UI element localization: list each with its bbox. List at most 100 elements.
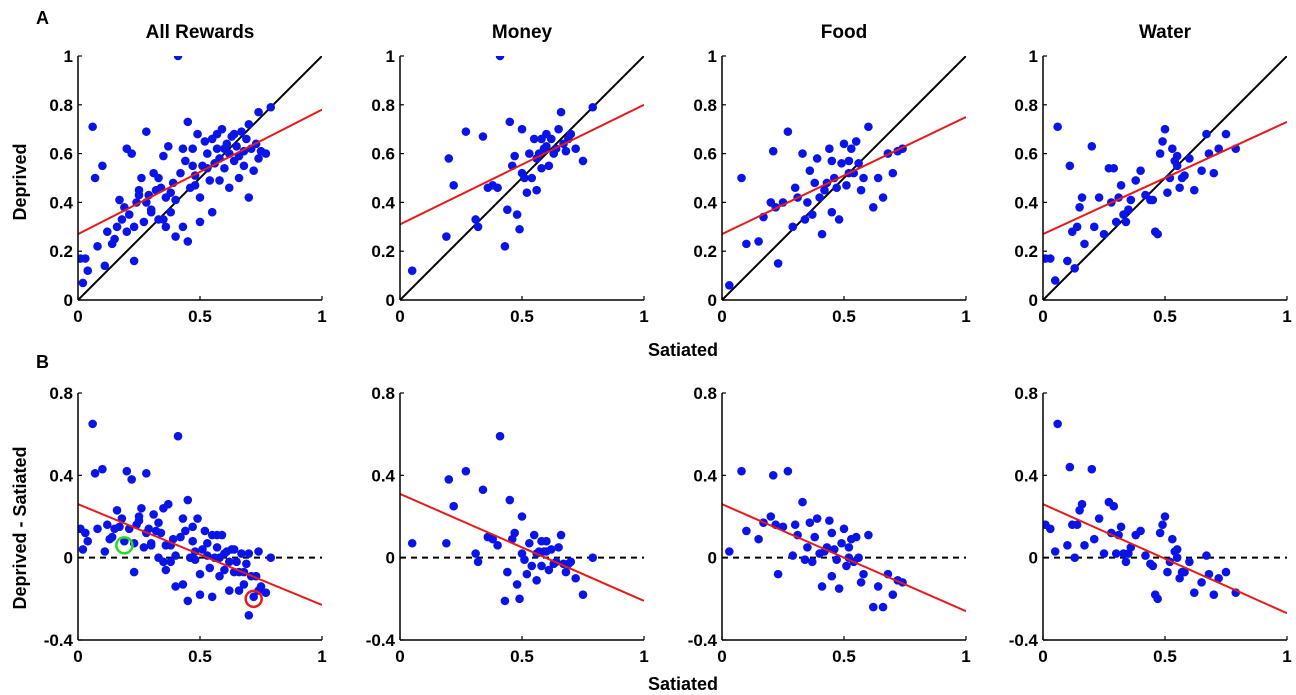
chart-8-point-40 xyxy=(1172,545,1182,554)
chart-3-y-tick-label: 0.2 xyxy=(693,242,717,261)
chart-6-panel: 0 0.5 1-0.400.40.8 xyxy=(366,384,649,666)
chart-6-point-46 xyxy=(517,549,527,558)
chart-4-point-4 xyxy=(1053,122,1062,132)
chart-8-point-43 xyxy=(1180,567,1189,577)
chart-7-point-3 xyxy=(742,526,751,536)
chart-3-x-tick-label: 0.5 xyxy=(832,307,856,326)
chart-6-point-22 xyxy=(522,569,532,579)
chart-1-point-12 xyxy=(110,234,119,244)
chart-6-point-5 xyxy=(461,466,471,476)
chart-5-y-tick-label: -0.4 xyxy=(44,631,74,650)
chart-6-y-tick-label: 0.8 xyxy=(371,384,395,403)
chart-8-point-8 xyxy=(1070,553,1080,562)
chart-5-point-24 xyxy=(137,503,146,513)
chart-3-point-46 xyxy=(888,168,898,178)
chart-1-point-38 xyxy=(171,195,180,205)
chart-5-point-40 xyxy=(176,532,185,542)
chart-8-point-34 xyxy=(1158,520,1167,530)
chart-1-point-5 xyxy=(88,122,97,132)
chart-5-point-25 xyxy=(139,543,149,552)
chart-3-point-23 xyxy=(817,229,827,239)
chart-3-y-tick-label: 0 xyxy=(708,291,717,310)
chart-7-point-37 xyxy=(851,532,861,542)
chart-3-point-7 xyxy=(768,146,778,156)
chart-1-point-100 xyxy=(129,222,139,232)
chart-3-point-30 xyxy=(834,215,844,224)
chart-1-point-90 xyxy=(220,144,229,154)
chart-5-highlight-1 xyxy=(115,536,134,555)
row-a-ylabel: Deprived xyxy=(10,143,30,220)
chart-1-y-tick-label: 0.6 xyxy=(49,145,73,164)
chart-4-y-tick-label: 0.2 xyxy=(1014,242,1038,261)
chart-4-point-32 xyxy=(1153,229,1162,239)
chart-5-point-65 xyxy=(237,549,246,558)
chart-5-point-94 xyxy=(212,530,222,540)
chart-8-point-36 xyxy=(1163,567,1172,577)
chart-2-y-tick-label: 0.6 xyxy=(371,145,395,164)
chart-4-point-19 xyxy=(1109,163,1119,173)
chart-3-point-42 xyxy=(868,202,878,212)
chart-1-point-36 xyxy=(166,207,176,217)
chart-6-point-8 xyxy=(478,485,488,495)
chart-1-point-68 xyxy=(244,193,254,202)
chart-8-panel: 0 0.5 1-0.400.40.8 xyxy=(1009,384,1292,666)
chart-1-point-79 xyxy=(195,217,205,227)
chart-1-y-tick-label: 0.2 xyxy=(49,242,73,261)
chart-7-point-40 xyxy=(859,569,868,579)
chart-8-point-33 xyxy=(1155,528,1165,538)
chart-1-point-26 xyxy=(142,127,151,136)
chart-4-point-8 xyxy=(1070,263,1080,273)
chart-4-point-47 xyxy=(1202,129,1211,139)
chart-2-point-47 xyxy=(537,163,546,173)
chart-2-point-22 xyxy=(522,188,532,197)
chart-6-point-4 xyxy=(449,501,458,511)
chart-8-point-32 xyxy=(1153,594,1162,604)
chart-7-plot-area xyxy=(722,466,966,613)
chart-4-x-tick-label: 1 xyxy=(1282,307,1291,326)
chart-2-point-42 xyxy=(578,156,588,166)
chart-4-plot-area xyxy=(1043,56,1287,300)
chart-1-point-92 xyxy=(244,120,254,129)
chart-8-point-4 xyxy=(1053,419,1062,429)
chart-5-y-tick-label: 0 xyxy=(64,549,73,568)
chart-1-point-96 xyxy=(178,144,188,154)
chart-1-point-21 xyxy=(129,256,139,266)
chart-5-point-73 xyxy=(256,582,266,591)
chart-5-point-76 xyxy=(159,557,168,567)
chart-8-point-47 xyxy=(1202,551,1211,560)
chart-2-point-30 xyxy=(542,141,551,151)
chart-2-plot-area xyxy=(400,56,644,300)
chart-7-point-4 xyxy=(754,534,763,544)
chart-5-point-79 xyxy=(195,590,205,600)
chart-2-y-tick-label: 0.8 xyxy=(371,96,395,115)
chart-2-y-tick-label: 0.4 xyxy=(371,193,395,212)
chart-3-x-tick-label: 0 xyxy=(717,307,726,326)
chart-4-point-28 xyxy=(1136,166,1145,175)
chart-2-point-25 xyxy=(529,134,539,144)
chart-7-point-42 xyxy=(868,602,878,612)
chart-3-point-34 xyxy=(844,156,854,166)
chart-8-point-13 xyxy=(1087,464,1097,474)
chart-7-x-tick-label: 1 xyxy=(961,647,970,666)
chart-7-point-23 xyxy=(817,582,827,591)
chart-1-point-58 xyxy=(220,163,229,173)
chart-1-title: All Rewards xyxy=(146,22,255,43)
chart-1-point-78 xyxy=(183,237,193,246)
chart-6-fit-line xyxy=(400,492,644,602)
chart-3-point-29 xyxy=(832,183,841,193)
chart-6-point-23 xyxy=(525,538,534,548)
chart-8-y-tick-label: -0.4 xyxy=(1009,631,1039,650)
chart-4-point-9 xyxy=(1072,222,1082,232)
chart-3-y-tick-label: 0.8 xyxy=(693,96,717,115)
chart-4-point-49 xyxy=(1209,168,1219,178)
chart-5-point-55 xyxy=(212,543,222,552)
chart-2-point-18 xyxy=(512,210,522,219)
chart-7-y-tick-label: -0.4 xyxy=(688,631,718,650)
chart-1-point-6 xyxy=(90,173,100,183)
chart-7-x-tick-label: 0.5 xyxy=(832,647,856,666)
chart-2-point-5 xyxy=(461,127,471,136)
chart-7-point-6 xyxy=(766,512,776,521)
chart-1-point-19 xyxy=(124,210,134,219)
chart-6-point-36 xyxy=(556,530,566,540)
chart-7-point-39 xyxy=(856,578,866,587)
